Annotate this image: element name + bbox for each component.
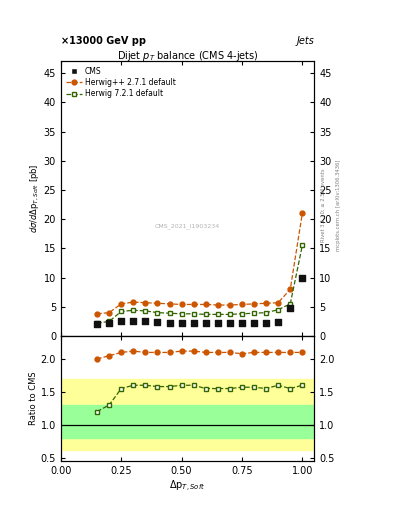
Point — [227, 319, 233, 328]
X-axis label: $\Delta{\rm p}_{T,Soft}$: $\Delta{\rm p}_{T,Soft}$ — [169, 478, 206, 494]
Text: ×13000 GeV pp: ×13000 GeV pp — [61, 36, 146, 47]
Text: CMS_2021_I1903234: CMS_2021_I1903234 — [155, 223, 220, 229]
Point — [215, 319, 221, 328]
Point — [178, 319, 185, 327]
Point — [299, 273, 305, 282]
Point — [106, 319, 112, 327]
Point — [251, 319, 257, 327]
Y-axis label: Ratio to CMS: Ratio to CMS — [29, 372, 38, 425]
Legend: CMS, Herwig++ 2.7.1 default, Herwig 7.2.1 default: CMS, Herwig++ 2.7.1 default, Herwig 7.2.… — [63, 63, 178, 101]
Title: Dijet $p_T$ balance (CMS 4-jets): Dijet $p_T$ balance (CMS 4-jets) — [117, 49, 259, 62]
Y-axis label: $d\sigma/d\Delta{\rm p}_{T,Soft}$ [pb]: $d\sigma/d\Delta{\rm p}_{T,Soft}$ [pb] — [28, 164, 41, 233]
Point — [130, 317, 136, 325]
Point — [203, 319, 209, 327]
Point — [191, 319, 197, 327]
Point — [154, 318, 161, 326]
Point — [94, 319, 100, 328]
Point — [287, 304, 294, 312]
Point — [275, 318, 281, 326]
Text: mcplots.cern.ch [arXiv:1306.3436]: mcplots.cern.ch [arXiv:1306.3436] — [336, 159, 341, 250]
Point — [239, 319, 245, 327]
Text: Jets: Jets — [297, 36, 314, 47]
Point — [142, 317, 149, 326]
Point — [118, 317, 125, 326]
Point — [166, 318, 173, 327]
Text: Rivet 3.1.10; ≥ 2.5M events: Rivet 3.1.10; ≥ 2.5M events — [320, 168, 325, 242]
Point — [263, 318, 269, 327]
